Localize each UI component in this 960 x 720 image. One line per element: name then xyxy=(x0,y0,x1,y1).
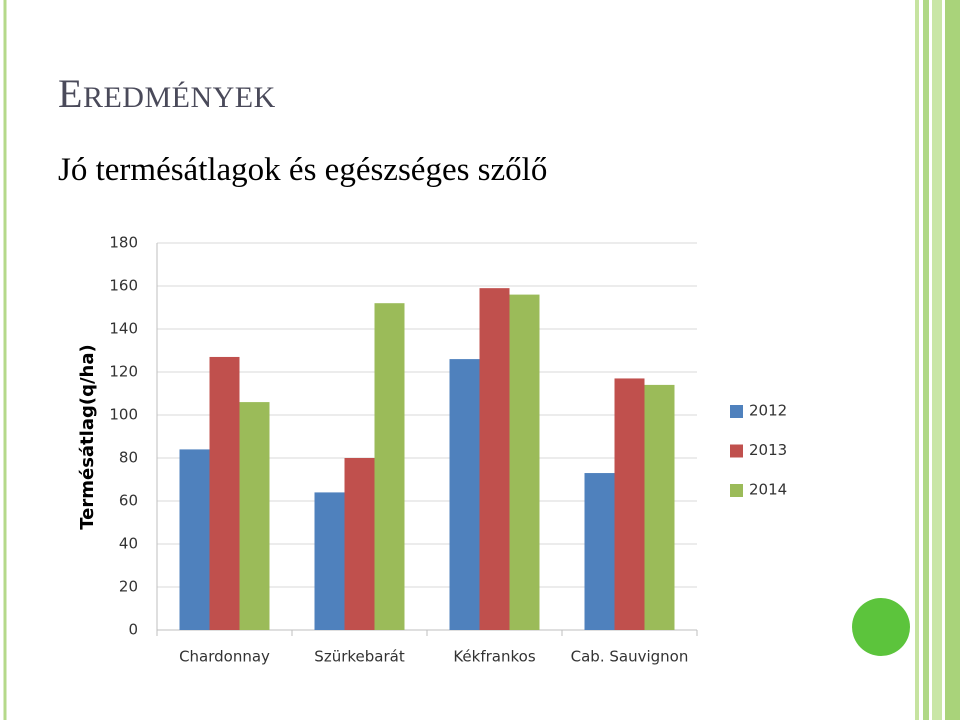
legend-label: 2013 xyxy=(749,441,787,459)
legend-swatch xyxy=(730,444,743,458)
decor-stripe xyxy=(915,0,919,720)
y-tick-label: 180 xyxy=(109,234,138,252)
decor-circle xyxy=(852,598,910,656)
bar xyxy=(479,288,510,630)
x-tick-label: Chardonnay xyxy=(179,648,270,666)
bar xyxy=(239,402,270,630)
bar xyxy=(449,359,480,630)
decor-stripe xyxy=(923,0,929,720)
y-tick-label: 0 xyxy=(128,621,138,639)
bar xyxy=(314,492,345,630)
slide-title: EREDMÉNYEK xyxy=(58,71,276,116)
y-tick-label: 140 xyxy=(109,320,138,338)
y-tick-label: 120 xyxy=(109,363,138,381)
bar xyxy=(644,384,675,630)
x-tick-label: Cab. Sauvignon xyxy=(571,648,689,666)
slide-subtitle: Jó termésátlagok és egészséges szőlő xyxy=(58,152,548,188)
bar xyxy=(374,303,405,630)
y-tick-label: 100 xyxy=(109,406,138,424)
bar xyxy=(209,356,240,630)
bar xyxy=(509,294,540,630)
x-tick-label: Kékfrankos xyxy=(453,648,535,666)
decor-stripe xyxy=(932,0,942,720)
y-tick-label: 60 xyxy=(119,492,138,510)
x-tick-label: Szürkebarát xyxy=(314,648,405,666)
y-tick-label: 160 xyxy=(109,277,138,295)
legend-label: 2012 xyxy=(749,402,787,420)
decor-stripe xyxy=(945,0,960,720)
y-tick-label: 20 xyxy=(119,578,138,596)
bar xyxy=(344,458,375,630)
legend-swatch xyxy=(730,405,743,418)
bar xyxy=(614,378,645,630)
y-tick-label: 40 xyxy=(119,535,138,553)
bar xyxy=(179,449,210,630)
bar xyxy=(584,473,615,630)
y-axis-label: Termésátlag(q/ha) xyxy=(77,344,98,529)
legend-swatch xyxy=(730,484,743,497)
legend-label: 2014 xyxy=(749,481,787,499)
y-tick-label: 80 xyxy=(119,449,138,467)
